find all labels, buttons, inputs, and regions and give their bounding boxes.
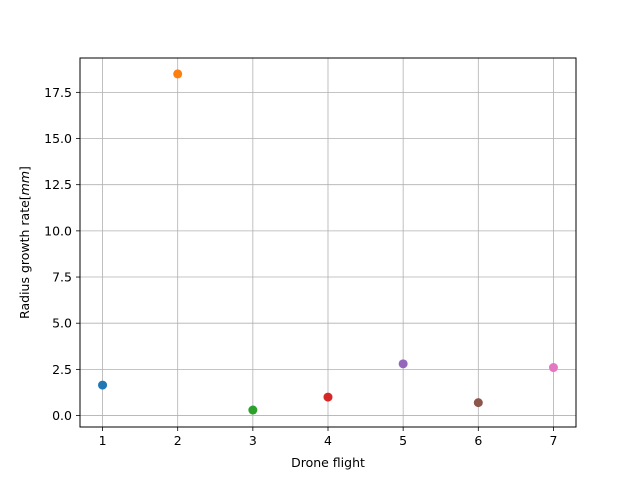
y-tick-label: 15.0	[44, 131, 72, 146]
x-tick-label: 2	[174, 433, 182, 448]
x-tick-label: 1	[99, 433, 107, 448]
x-tick-label: 6	[474, 433, 482, 448]
y-axis-label-unit: mm	[17, 171, 32, 195]
data-point	[323, 392, 333, 402]
y-axis-label: Radius growth rate[mm]	[17, 166, 32, 319]
y-axis-label-bracket: ]	[17, 166, 32, 171]
y-tick-label: 12.5	[44, 177, 72, 192]
x-tick-label: 3	[249, 433, 257, 448]
grid-lines	[80, 58, 576, 427]
data-points	[98, 69, 558, 415]
x-tick-label: 4	[324, 433, 332, 448]
y-tick-label: 10.0	[44, 223, 72, 238]
y-tick-label: 2.5	[52, 362, 72, 377]
data-point	[548, 363, 558, 373]
x-axis-label: Drone flight	[291, 455, 365, 470]
data-point	[173, 69, 183, 79]
data-point	[248, 405, 258, 415]
y-axis: 0.0 2.5 5.0 7.5 10.0 12.5 15.0 17.5	[44, 85, 80, 423]
y-axis-label-text: Radius growth rate[	[17, 195, 32, 319]
y-tick-label: 17.5	[44, 85, 72, 100]
data-point	[98, 380, 108, 390]
data-point	[398, 359, 408, 369]
data-point	[473, 398, 483, 408]
y-tick-label: 7.5	[52, 270, 72, 285]
y-tick-label: 5.0	[52, 316, 72, 331]
x-axis: 1 2 3 4 5 6 7	[99, 427, 557, 448]
y-tick-label: 0.0	[52, 408, 72, 423]
x-tick-label: 7	[549, 433, 557, 448]
x-tick-label: 5	[399, 433, 407, 448]
